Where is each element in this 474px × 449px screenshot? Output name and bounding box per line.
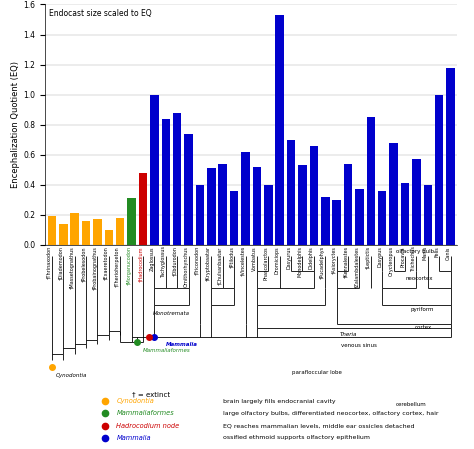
Text: Tachyglossus: Tachyglossus (161, 246, 166, 278)
Bar (173, 113, 182, 245)
Bar (241, 152, 250, 245)
Text: † = extinct: † = extinct (132, 392, 171, 398)
Bar (321, 197, 329, 245)
Bar (310, 145, 318, 245)
Text: Orycteropus: Orycteropus (389, 246, 393, 276)
Bar (253, 167, 261, 245)
Text: neocortex: neocortex (405, 276, 433, 281)
Text: cortex: cortex (415, 325, 432, 330)
Bar (412, 159, 420, 245)
Bar (355, 189, 364, 245)
Text: Dasyurus: Dasyurus (286, 246, 291, 269)
Bar (70, 213, 79, 245)
Text: †Obdurodon: †Obdurodon (172, 246, 177, 276)
Text: †Zalambdalestes: †Zalambdalestes (355, 246, 359, 288)
Bar (344, 163, 352, 245)
Bar (128, 198, 136, 245)
Bar (264, 185, 273, 245)
Text: Trichechus: Trichechus (411, 246, 416, 272)
Text: Cynodontia: Cynodontia (55, 373, 87, 378)
Text: †Probelesodon: †Probelesodon (81, 246, 86, 282)
Bar (389, 143, 398, 245)
Bar (401, 183, 409, 245)
Bar (435, 95, 444, 245)
Text: †Diademodon: †Diademodon (58, 246, 63, 280)
Bar (116, 218, 125, 245)
Text: Canis: Canis (446, 246, 451, 260)
Text: Dasypus: Dasypus (377, 246, 382, 267)
Text: †Vincelestes: †Vincelestes (240, 246, 246, 277)
Text: olfactory bulb: olfactory bulb (396, 249, 434, 254)
Text: Phascolarctos: Phascolarctos (264, 246, 268, 280)
Bar (230, 191, 238, 245)
Text: Theria: Theria (339, 332, 357, 337)
Text: Cynodontia: Cynodontia (117, 398, 154, 404)
Bar (184, 134, 193, 245)
Bar (207, 168, 216, 245)
Bar (82, 220, 91, 245)
Text: Mammaliaformes: Mammaliaformes (117, 410, 174, 416)
Text: †Massetognathus: †Massetognathus (70, 246, 74, 289)
Text: venous sinus: venous sinus (341, 343, 377, 348)
Bar (105, 230, 113, 245)
Bar (219, 163, 227, 245)
Bar (424, 185, 432, 245)
Y-axis label: Encephalization Quotient (EQ): Encephalization Quotient (EQ) (11, 61, 20, 188)
Bar (378, 191, 386, 245)
Text: †Ptilodus: †Ptilodus (229, 246, 234, 268)
Bar (162, 119, 170, 245)
Text: †Kennalestes: †Kennalestes (343, 246, 348, 278)
Text: large olfactory bulbs, differentiated neocortex, olfactory cortex, hair: large olfactory bulbs, differentiated ne… (223, 411, 439, 416)
Bar (366, 117, 375, 245)
Text: brain largely fills endocranial cavity: brain largely fills endocranial cavity (223, 399, 336, 404)
Bar (287, 140, 295, 245)
Text: †Exaeretodon: †Exaeretodon (104, 246, 109, 280)
Text: pyriform: pyriform (410, 307, 434, 313)
Text: Felis: Felis (434, 246, 439, 257)
Text: Procavia: Procavia (400, 246, 405, 267)
Text: Monotremata: Monotremata (153, 311, 190, 316)
Bar (332, 200, 341, 245)
Text: Dromiciops: Dromiciops (275, 246, 280, 274)
Text: Manis: Manis (423, 246, 428, 260)
Text: †Pucadelphys: †Pucadelphys (320, 246, 325, 279)
Text: Zaglossus: Zaglossus (149, 246, 155, 271)
Bar (59, 224, 67, 245)
Text: †Therioherpeton: †Therioherpeton (115, 246, 120, 287)
Text: Monodelphis: Monodelphis (298, 246, 302, 277)
Text: cerebellum: cerebellum (396, 401, 427, 407)
Text: †Kryptobaatar: †Kryptobaatar (206, 246, 211, 281)
Text: †Hadrocodium: †Hadrocodium (138, 246, 143, 282)
Text: Endocast size scaled to EQ: Endocast size scaled to EQ (49, 9, 152, 18)
Text: Vombatus: Vombatus (252, 246, 257, 271)
Text: parafloccular lobe: parafloccular lobe (292, 370, 341, 375)
Bar (47, 216, 56, 245)
Bar (196, 185, 204, 245)
Text: ossified ethmoid supports olfactory epithelium: ossified ethmoid supports olfactory epit… (223, 436, 370, 440)
Text: Mammalia: Mammalia (166, 343, 198, 348)
Text: †Asioryctes: †Asioryctes (332, 246, 337, 274)
Text: †Chulsanbaatar: †Chulsanbaatar (218, 246, 223, 285)
Bar (150, 95, 159, 245)
Bar (139, 172, 147, 245)
Text: Hadrocodium node: Hadrocodium node (117, 423, 180, 429)
Bar (275, 15, 284, 245)
Text: Mammaliaformes: Mammaliaformes (143, 348, 191, 353)
Text: †Morganucodon: †Morganucodon (127, 246, 132, 285)
Text: †Probainognathus: †Probainognathus (92, 246, 98, 290)
Text: †Thrinaxodon: †Thrinaxodon (47, 246, 52, 279)
Text: †Triconodon: †Triconodon (195, 246, 200, 275)
Text: Mammalia: Mammalia (117, 435, 151, 441)
Bar (93, 219, 102, 245)
Text: Ornithorhynchus: Ornithorhynchus (183, 246, 189, 287)
Text: Didelphis: Didelphis (309, 246, 314, 269)
Bar (298, 165, 307, 245)
Bar (447, 67, 455, 245)
Text: EQ reaches mammalian levels, middle ear ossicles detached: EQ reaches mammalian levels, middle ear … (223, 423, 415, 428)
Text: †Leptictis: †Leptictis (366, 246, 371, 269)
